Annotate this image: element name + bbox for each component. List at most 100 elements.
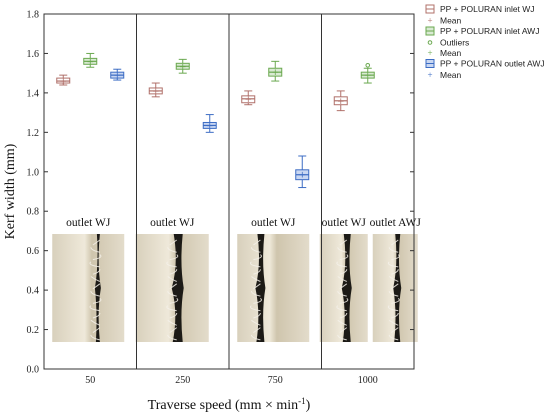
fibre-strand — [391, 269, 399, 275]
micrograph-panel: outlet WJ — [319, 217, 368, 342]
fibre-strand — [391, 312, 399, 319]
box-mean-marker: + — [337, 97, 345, 107]
box-0-0: + — [56, 74, 71, 87]
fibre-strand — [388, 276, 399, 282]
fibre-strand — [92, 298, 102, 304]
micrograph-panel: outlet WJ — [237, 217, 310, 342]
legend-entry-3: Outliers — [427, 38, 469, 48]
legend-mean-marker: + — [427, 16, 432, 26]
fibre-strand — [169, 298, 179, 304]
micrograph-label: outlet AWJ — [370, 217, 422, 229]
x-tick-label: 50 — [85, 375, 95, 386]
fibre-strand — [250, 291, 261, 297]
kerf-gap — [341, 234, 352, 342]
box-mean-marker: + — [206, 121, 214, 131]
fibre-strand — [391, 298, 400, 304]
fibre-strand — [90, 319, 101, 326]
fibre-strand — [388, 319, 399, 326]
fibre-strand — [253, 298, 262, 304]
legend-mean-marker: + — [427, 70, 432, 80]
y-axis-title: Kerf width (mm) — [3, 143, 18, 239]
fibre-strand — [253, 283, 261, 290]
fibre-strand — [92, 239, 101, 246]
fibre-strand — [388, 334, 399, 341]
fibre-strand — [92, 254, 102, 261]
y-tick-label: 1.8 — [27, 10, 40, 21]
legend-entry-5: PP + POLURAN outlet AWJ — [425, 59, 545, 69]
fibre-strand — [339, 254, 349, 261]
legend-entry-0: PP + POLURAN inlet WJ — [425, 4, 535, 14]
legend-entry-1: + Mean — [427, 16, 461, 26]
box-1-3: + — [360, 62, 375, 84]
legend-label: Outliers — [440, 38, 469, 48]
kerf-gap — [94, 234, 101, 342]
fibre-strand — [92, 269, 101, 275]
legend-label: PP + POLURAN inlet WJ — [440, 4, 535, 14]
box-2-1: + — [202, 114, 217, 133]
fibre-strand — [250, 334, 261, 341]
fibre-strand — [336, 261, 347, 268]
fibre-strand — [92, 283, 101, 290]
fibre-strand — [390, 283, 399, 290]
box-2-2: + — [295, 155, 310, 189]
fibre-strand — [167, 319, 177, 326]
fibre-strand — [251, 276, 261, 282]
legend-entry-6: + Mean — [427, 70, 461, 80]
outlier-point — [365, 62, 371, 68]
fibre-strand — [169, 312, 178, 319]
x-tick-label: 750 — [268, 375, 283, 386]
fibre-strand — [167, 276, 177, 282]
fibre-strand — [167, 334, 177, 341]
micrograph-label: outlet WJ — [322, 217, 367, 229]
fibre-strand — [391, 254, 400, 261]
y-tick-label: 0.2 — [27, 325, 40, 336]
fibre-strand — [250, 247, 261, 253]
fibre-strand — [169, 269, 178, 275]
fibre-strand — [92, 312, 101, 319]
kerf-gap — [171, 234, 184, 342]
fibre-strand — [253, 327, 261, 334]
fibre-strand — [89, 261, 100, 268]
micrograph-panel: outlet WJ — [52, 217, 125, 342]
legend-label: Mean — [440, 48, 462, 58]
box-mean-marker: + — [244, 95, 252, 105]
x-tick-label: 1000 — [358, 375, 378, 386]
legend-entry-4: + Mean — [427, 48, 461, 58]
fibre-strand — [253, 312, 261, 319]
box-0-2: + — [241, 90, 256, 106]
x-axis-title: Traverse speed (mm × min-1) — [148, 396, 311, 413]
fibre-strand — [337, 319, 347, 326]
y-tick-label: 0.0 — [27, 365, 40, 376]
fibre-strand — [166, 261, 177, 268]
micrograph-label: outlet WJ — [150, 217, 195, 229]
box-mean-marker: + — [86, 57, 94, 67]
y-tick-label: 0.8 — [27, 207, 40, 218]
box-mean-marker: + — [298, 171, 306, 181]
box-2-0: + — [110, 68, 125, 81]
x-axis: 50 250 750 1000 — [85, 375, 378, 386]
fibre-strand — [388, 247, 399, 253]
y-tick-label: 1.6 — [27, 49, 40, 60]
box-0-1: + — [148, 82, 163, 98]
fibre-strand — [249, 305, 261, 312]
fibre-strand — [390, 327, 399, 334]
fibre-strand — [92, 327, 101, 334]
x-axis-title-superscript: -1 — [298, 396, 306, 406]
fibre-strand — [169, 327, 178, 334]
y-axis: 0.0 0.2 0.4 0.6 0.8 1.0 1.2 1.4 1.6 1.8 — [27, 10, 414, 376]
fibre-strand — [339, 312, 348, 319]
legend-label: Mean — [440, 16, 462, 26]
box-1-2: + — [268, 60, 283, 82]
fibre-strand — [390, 239, 399, 246]
box-mean-marker: + — [113, 71, 121, 81]
fibre-strand — [387, 261, 399, 268]
micrograph-background — [237, 234, 310, 342]
category-dividers — [136, 14, 322, 369]
fibre-strand — [253, 254, 262, 261]
fibre-strand — [251, 319, 261, 326]
fibre-strand — [90, 247, 100, 253]
micrograph-label: outlet WJ — [66, 217, 111, 229]
fibre-strand — [90, 334, 100, 341]
kerf-gap — [393, 234, 402, 342]
